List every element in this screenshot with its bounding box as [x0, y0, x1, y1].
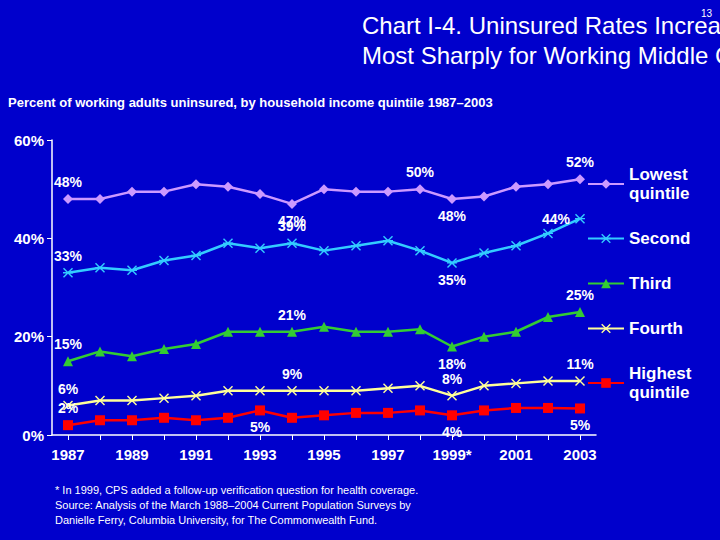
- svg-text:35%: 35%: [438, 272, 467, 288]
- svg-text:1991: 1991: [179, 446, 212, 463]
- svg-text:0%: 0%: [22, 427, 44, 444]
- svg-text:4%: 4%: [442, 424, 463, 440]
- svg-text:15%: 15%: [54, 336, 83, 352]
- svg-text:1995: 1995: [307, 446, 340, 463]
- svg-text:11%: 11%: [566, 356, 594, 372]
- svg-text:5%: 5%: [250, 419, 271, 435]
- svg-text:quintile: quintile: [629, 383, 689, 402]
- svg-text:* In 1999, CPS added a follow-: * In 1999, CPS added a follow-up verific…: [55, 484, 418, 496]
- svg-text:Third: Third: [629, 274, 672, 293]
- svg-text:50%: 50%: [406, 164, 435, 180]
- svg-text:39%: 39%: [278, 218, 307, 234]
- svg-text:1997: 1997: [371, 446, 404, 463]
- svg-text:8%: 8%: [442, 371, 463, 387]
- svg-text:quintile: quintile: [629, 184, 689, 203]
- svg-text:5%: 5%: [570, 417, 591, 433]
- svg-text:60%: 60%: [14, 132, 44, 149]
- svg-text:2%: 2%: [58, 400, 79, 416]
- svg-text:Percent of working adults unin: Percent of working adults uninsured, by …: [8, 95, 493, 110]
- svg-text:6%: 6%: [58, 381, 79, 397]
- svg-text:9%: 9%: [282, 366, 303, 382]
- svg-text:Chart I-4. Uninsured Rates Inc: Chart I-4. Uninsured Rates Increasing: [362, 12, 720, 39]
- svg-text:Lowest: Lowest: [629, 165, 692, 184]
- svg-text:48%: 48%: [438, 208, 467, 224]
- svg-text:48%: 48%: [54, 174, 83, 190]
- svg-text:40%: 40%: [14, 230, 44, 247]
- svg-text:2003: 2003: [563, 446, 596, 463]
- svg-text:52%: 52%: [566, 154, 595, 170]
- svg-text:20%: 20%: [14, 328, 44, 345]
- svg-text:Second: Second: [629, 229, 690, 248]
- svg-text:18%: 18%: [438, 356, 467, 372]
- svg-text:Fourth: Fourth: [629, 319, 683, 338]
- svg-text:Source: Analysis of the March: Source: Analysis of the March 1988–2004 …: [55, 499, 411, 511]
- svg-text:1999*: 1999*: [432, 446, 471, 463]
- svg-text:Danielle Ferry, Columbia Unive: Danielle Ferry, Columbia University, for…: [55, 514, 377, 526]
- svg-text:44%: 44%: [542, 211, 571, 227]
- svg-text:Most Sharply for Working Middl: Most Sharply for Working Middle Class: [362, 42, 720, 69]
- svg-text:2001: 2001: [499, 446, 532, 463]
- svg-text:1989: 1989: [115, 446, 148, 463]
- svg-text:25%: 25%: [566, 287, 595, 303]
- svg-text:1993: 1993: [243, 446, 276, 463]
- svg-text:21%: 21%: [278, 307, 307, 323]
- svg-text:33%: 33%: [54, 248, 83, 264]
- svg-text:1987: 1987: [51, 446, 84, 463]
- svg-text:13: 13: [701, 8, 713, 19]
- svg-text:Highest: Highest: [629, 364, 696, 383]
